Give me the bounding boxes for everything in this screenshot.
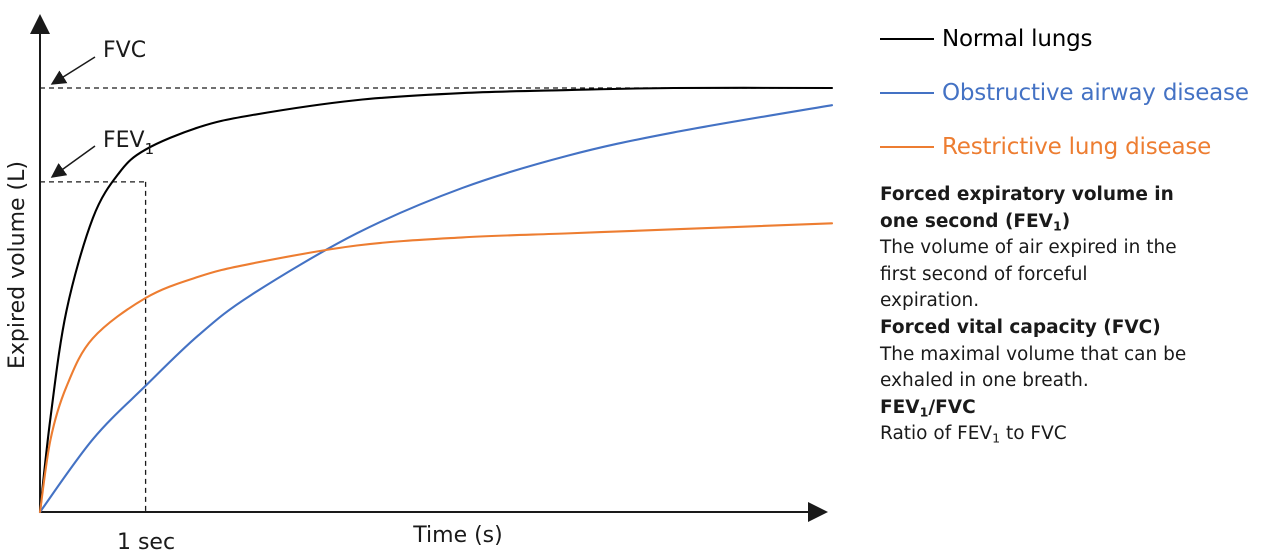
definition-description-line: exhaled in one breath. [880, 370, 1089, 392]
definition-term-suffix: ) [1061, 210, 1071, 232]
definition-description-line: expiration. [880, 290, 980, 312]
definition-term-subscript: 1 [1053, 218, 1062, 234]
definition-description-line: The volume of air expired in the [880, 237, 1177, 259]
series-line-restrictive-lung-disease [38, 222, 834, 514]
definition-term-text: Forced vital capacity (FVC) [880, 316, 1161, 338]
definition-term-text: Forced expiratory volume in [880, 184, 1174, 205]
definition-term-line: one second (FEV1) [880, 209, 1272, 236]
definition-term-line: FEV1/FVC [880, 395, 1272, 422]
definition-fev1: Forced expiratory volume in one second (… [880, 182, 1272, 315]
fev1-callout-arrow [50, 145, 96, 178]
definition-description-suffix: to FVC [1000, 423, 1067, 445]
definition-term-text: one second (FEV [880, 210, 1054, 232]
fev1-label-main: FEV [103, 128, 145, 153]
definitions-panel: Forced expiratory volume in one second (… [880, 182, 1272, 448]
x-axis-label: Time (s) [412, 523, 502, 548]
legend-swatch-obstructive-airway-disease [880, 92, 934, 94]
definition-description-line: first second of forceful [880, 263, 1088, 285]
series-line-normal-lungs [38, 86, 834, 514]
fvc-label: FVC [103, 38, 146, 63]
series-group [38, 86, 834, 514]
definition-term-text: FEV [880, 396, 920, 418]
fvc-callout-arrow [50, 56, 96, 85]
x-tick-label-1-sec: 1 sec [117, 530, 175, 555]
legend-label-restrictive-lung-disease: Restrictive lung disease [942, 134, 1212, 160]
definition-fev1-fvc: FEV1/FVC Ratio of FEV1 to FVC [880, 395, 1272, 448]
definition-fvc: Forced vital capacity (FVC) The maximal … [880, 315, 1272, 395]
legend-swatch-normal-lungs [880, 38, 934, 40]
definition-term-suffix: /FVC [928, 396, 976, 418]
definition-description-line: Ratio of FEV1 to FVC [880, 421, 1272, 448]
legend-label-normal-lungs: Normal lungs [942, 26, 1093, 52]
fev1-label: FEV1 [103, 128, 154, 158]
legend-label-obstructive-airway-disease: Obstructive airway disease [942, 80, 1249, 106]
legend-swatch-restrictive-lung-disease [880, 146, 934, 148]
definition-term-subscript: 1 [919, 404, 929, 420]
definition-term-line: Forced expiratory volume in [880, 182, 1272, 209]
legend-item-normal-lungs: Normal lungs [880, 26, 1092, 52]
definition-term-line: Forced vital capacity (FVC) [880, 315, 1272, 342]
fev1-label-sub: 1 [145, 140, 155, 158]
y-axis-label: Expired volume (L) [5, 161, 30, 369]
definition-description-line: The maximal volume that can be [880, 343, 1187, 365]
definition-description-subscript: 1 [992, 430, 1001, 446]
plot-area: FVC FEV1 1 sec Time (s) Expired volume (… [5, 14, 834, 555]
series-line-obstructive-airway-disease [38, 104, 834, 514]
definition-description-text: Ratio of FEV [880, 423, 993, 445]
legend-item-obstructive-airway-disease: Obstructive airway disease [880, 80, 1249, 106]
legend-item-restrictive-lung-disease: Restrictive lung disease [880, 134, 1211, 160]
